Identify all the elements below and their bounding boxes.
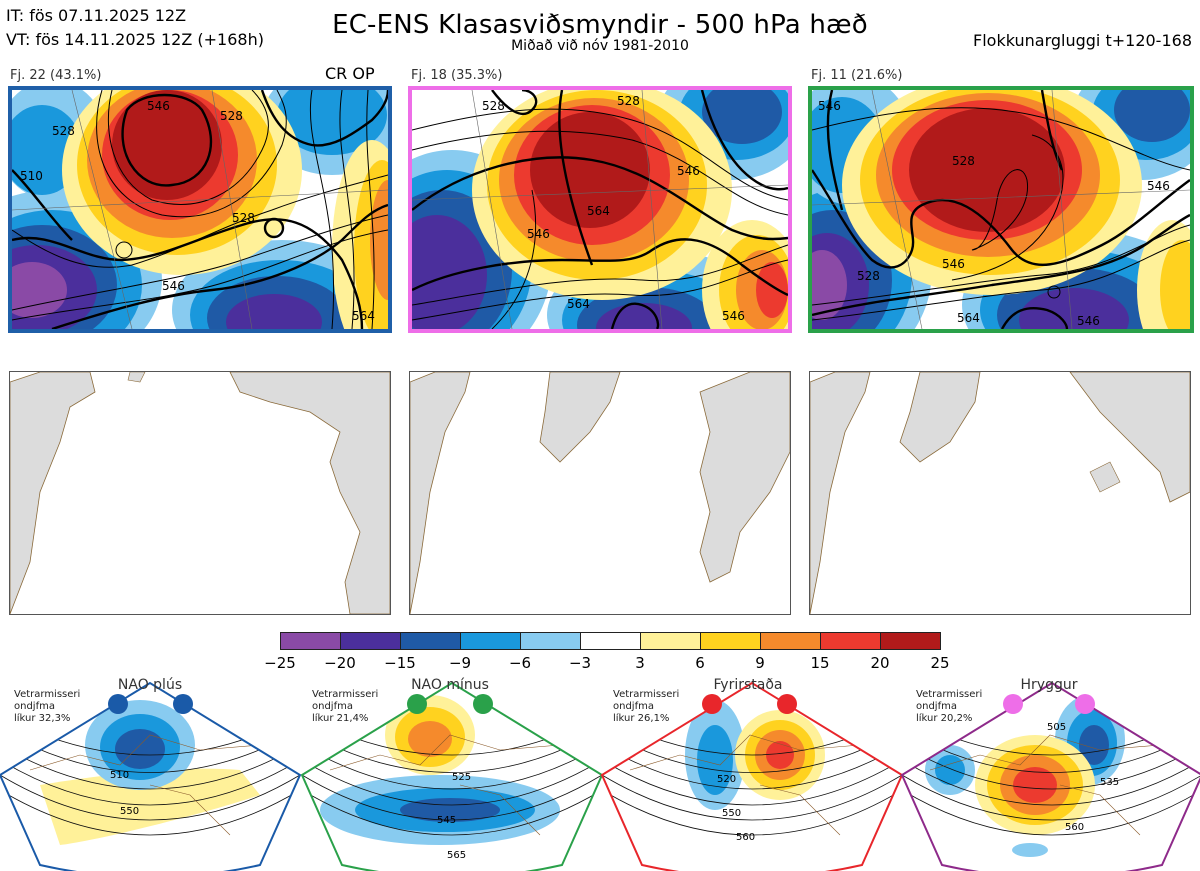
colorbar-tick: 9	[755, 654, 765, 672]
cluster-3-map: 546 528 528 546 564 546 546	[808, 86, 1194, 333]
contour-label: 546	[1147, 179, 1170, 193]
colorbar-segment	[580, 632, 641, 650]
cluster-2-map: 528 528 546 546 564 564 546	[408, 86, 792, 333]
colorbar-segment	[880, 632, 941, 650]
empty-map-2	[409, 371, 791, 615]
regime-note: Vetrarmisseri ondjfma líkur 32,3%	[14, 689, 81, 724]
regime-name: Fyrirstaða	[713, 677, 783, 693]
colorbar-tick: −3	[568, 654, 592, 672]
contour-label: 546	[1077, 314, 1100, 328]
regime-contour-label: 535	[1100, 777, 1119, 788]
regime-contour-label: 550	[120, 806, 139, 817]
colorbar-tick: −25	[264, 654, 296, 672]
contour-label: 564	[957, 311, 980, 325]
regime-contour-label: 520	[717, 774, 736, 785]
colorbar-tick: 25	[930, 654, 950, 672]
cluster-3-label: Fj. 11 (21.6%)	[811, 68, 903, 83]
contour-label: 546	[527, 227, 550, 241]
regime-note: Vetrarmisseri ondjfma líkur 26,1%	[613, 689, 680, 724]
contour-label: 528	[232, 211, 255, 225]
colorbar-segment	[760, 632, 821, 650]
contour-label: 528	[617, 94, 640, 108]
colorbar-tick: 20	[870, 654, 890, 672]
regime-contour-label: 505	[1047, 722, 1066, 733]
classification-window: Flokkunargluggi t+120-168	[973, 31, 1192, 50]
regime-contour-label: 550	[722, 808, 741, 819]
colorbar-segment	[340, 632, 401, 650]
regime-contour-label: 565	[447, 850, 466, 861]
contour-label: 546	[147, 99, 170, 113]
contour-label: 528	[857, 269, 880, 283]
colorbar-tick: 3	[635, 654, 645, 672]
contour-label: 528	[952, 154, 975, 168]
regime-contour-label: 525	[452, 772, 471, 783]
colorbar-segment	[820, 632, 881, 650]
colorbar-segment	[280, 632, 341, 650]
contour-label: 564	[352, 309, 375, 323]
empty-map-3	[809, 371, 1191, 615]
crop-label: CR OP	[325, 64, 375, 83]
regime-area: 510 550 525 545 565 520 550 560 505 535 …	[0, 675, 1200, 871]
contour-label: 510	[20, 169, 43, 183]
colorbar-tick: 6	[695, 654, 705, 672]
colorbar-segment	[700, 632, 761, 650]
regime-contour-label: 560	[1065, 822, 1084, 833]
valid-time: VT: fös 14.11.2025 12Z (+168h)	[6, 30, 264, 49]
regime-note: Vetrarmisseri ondjfma líkur 21,4%	[312, 689, 379, 724]
colorbar-tick: −9	[448, 654, 472, 672]
contour-label: 546	[818, 99, 841, 113]
regime-contour-label: 510	[110, 770, 129, 781]
cluster-1-map: 546 528 528 528 546 564 510	[8, 86, 392, 333]
contour-label: 528	[220, 109, 243, 123]
colorbar-segment	[640, 632, 701, 650]
regime-note: Vetrarmisseri ondjfma líkur 20,2%	[916, 689, 983, 724]
colorbar-tick: −6	[508, 654, 532, 672]
regime-name: NAO plús	[117, 677, 183, 693]
contour-label: 564	[567, 297, 590, 311]
contour-label: 564	[587, 204, 610, 218]
regime-contour-label: 545	[437, 815, 456, 826]
colorbar-segment	[460, 632, 521, 650]
page-title: EC-ENS Klasasviðsmyndir - 500 hPa hæð	[332, 10, 868, 40]
contour-label: 528	[52, 124, 75, 138]
colorbar-tick: −15	[384, 654, 416, 672]
regime-name: Hryggur	[1020, 677, 1078, 693]
regime-name: NAO mínus	[411, 677, 489, 693]
empty-map-1	[9, 371, 391, 615]
initial-time: IT: fös 07.11.2025 12Z	[6, 6, 187, 25]
regime-contour-label: 560	[736, 832, 755, 843]
cluster-2-label: Fj. 18 (35.3%)	[411, 68, 503, 83]
colorbar-tick: 15	[810, 654, 830, 672]
colorbar-tick: −20	[324, 654, 356, 672]
page-subtitle: Miðað við nóv 1981-2010	[511, 38, 689, 54]
contour-label: 546	[942, 257, 965, 271]
cluster-1-label: Fj. 22 (43.1%)	[10, 68, 102, 83]
contour-label: 528	[482, 99, 505, 113]
contour-label: 546	[162, 279, 185, 293]
contour-label: 546	[677, 164, 700, 178]
contour-label: 546	[722, 309, 745, 323]
colorbar-segment	[520, 632, 581, 650]
colorbar-segment	[400, 632, 461, 650]
